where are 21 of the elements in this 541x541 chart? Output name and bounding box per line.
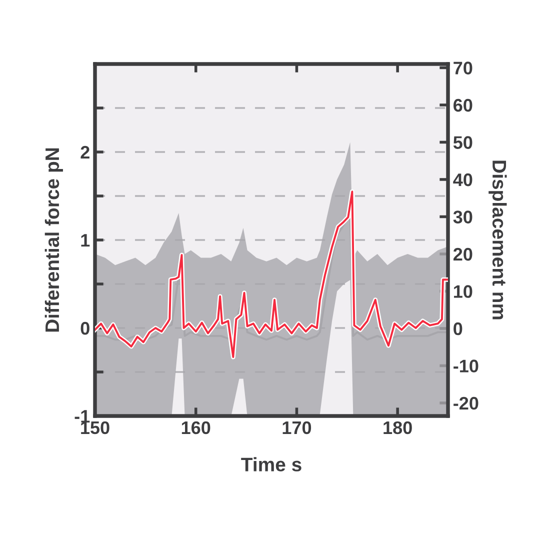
x-tick-label: 160 — [182, 421, 210, 434]
y-tick-label: -1 — [74, 410, 90, 423]
x-axis-title: Time s — [241, 457, 302, 472]
y2-tick-label: 10 — [454, 285, 472, 298]
y-tick-label: 0 — [80, 322, 90, 335]
x-tick-label: 180 — [384, 421, 412, 434]
y2-tick-label: 20 — [453, 248, 472, 261]
x-tick-label: 170 — [282, 421, 312, 434]
x-tick-label: 150 — [81, 421, 110, 434]
y-tick-label: 2 — [80, 146, 90, 159]
y2-tick-label: 70 — [454, 62, 472, 74]
y2-tick-label: 50 — [453, 136, 472, 149]
y2-axis-title: Displacement nm — [488, 160, 507, 320]
y2-tick-label: 30 — [453, 210, 472, 224]
y2-tick-label: 60 — [454, 98, 472, 112]
y-tick-label: 1 — [81, 234, 90, 247]
y2-tick-label: 0 — [454, 322, 462, 336]
y2-tick-label: 40 — [453, 173, 472, 186]
y2-tick-label: -10 — [454, 360, 478, 372]
y-axis-title: Differential force pN — [44, 148, 63, 332]
y2-tick-label: -20 — [454, 396, 478, 410]
